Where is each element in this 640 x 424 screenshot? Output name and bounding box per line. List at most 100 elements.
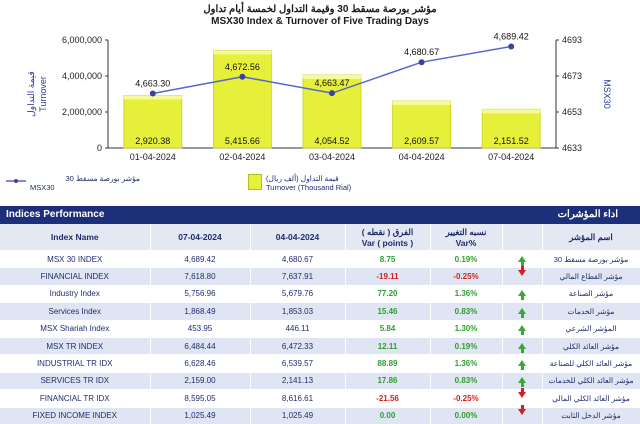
arrow-up-icon	[518, 377, 526, 388]
var-points: 77.20	[345, 284, 431, 303]
legend-bar-label-arabic: قيمة التداول (ألف ريال)	[266, 174, 339, 183]
bar	[481, 108, 541, 149]
col-date-1: 07-04-2024	[150, 224, 251, 251]
direction-cell	[502, 336, 543, 355]
index-name-arabic: المؤشر الشرعي	[542, 319, 640, 338]
y-left-tick-label: 6,000,000	[62, 35, 102, 45]
line-point	[239, 73, 246, 80]
var-percent: 1.30%	[430, 319, 503, 338]
y-left-title-arabic: قيمة التداول	[26, 71, 37, 117]
chart-title: MSX30 Index & Turnover of Five Trading D…	[211, 16, 429, 27]
value-date-2: 8,616.61	[250, 389, 346, 408]
col-index-name-arabic: اسم المؤشر	[542, 224, 640, 251]
col-pct-arabic: نسبه التغيير	[445, 226, 487, 237]
bar-value-label: 2,151.52	[494, 136, 529, 146]
legend-bar-label: Turnover (Thousand Rial)	[266, 183, 352, 192]
var-percent: -0.25%	[430, 267, 503, 286]
line-value-label: 4,689.42	[494, 31, 529, 41]
table-row: FIXED INCOME INDEX 1,025.49 1,025.49 0.00 0.…	[0, 405, 640, 424]
index-name-arabic: مؤشر العائد الكلي	[542, 336, 640, 355]
y-left-title: Turnover	[38, 76, 48, 112]
line-point	[508, 43, 515, 50]
index-name: Industry Index	[0, 284, 151, 303]
var-percent: -0.25%	[430, 389, 503, 408]
direction-cell	[502, 284, 543, 303]
index-name: Services Index	[0, 302, 151, 321]
value-date-1: 1,868.49	[150, 302, 251, 321]
col-var: الفرق ( نقطه ) Var ( points )	[345, 224, 431, 251]
bar-value-label: 4,054.52	[314, 136, 349, 146]
index-name-arabic: مؤشر الصناعة	[542, 284, 640, 303]
value-date-2: 1,853.03	[250, 302, 346, 321]
direction-cell	[502, 371, 543, 390]
arrow-down-icon	[518, 266, 526, 277]
index-name: FINANCIAL INDEX	[0, 267, 151, 286]
x-tick-label: 07-04-2024	[488, 152, 534, 162]
var-percent: 1.36%	[430, 354, 503, 373]
col-pct-english: Var%	[455, 237, 477, 248]
bar-value-label: 2,920.38	[135, 136, 170, 146]
value-date-2: 1,025.49	[250, 406, 346, 424]
value-date-2: 2,141.13	[250, 371, 346, 390]
value-date-2: 5,679.76	[250, 284, 346, 303]
table-row: Services Index 1,868.49 1,853.03 15.46 0.83%…	[0, 302, 640, 321]
bar-value-label: 2,609.57	[404, 136, 439, 146]
y-right-title: MSX30	[602, 79, 612, 109]
bar-highlight	[392, 101, 451, 106]
value-date-2: 446.11	[250, 319, 346, 338]
var-percent: 0.83%	[430, 371, 503, 390]
chart-area: مؤشر بورصة مسقط 30 وقيمة التداول لخمسة أ…	[0, 0, 640, 200]
table-row: FINANCIAL INDEX 7,618.80 7,637.91 -19.11 -0.…	[0, 266, 640, 286]
var-points: -19.11	[345, 267, 431, 286]
bar-highlight	[482, 109, 541, 114]
arrow-up-icon	[518, 360, 526, 371]
direction-cell	[502, 319, 543, 338]
col-index-name: Index Name	[0, 224, 151, 251]
y-left-tick-label: 4,000,000	[62, 71, 102, 81]
bar-value-label: 5,415.66	[225, 136, 260, 146]
col-var-arabic: الفرق ( نقطه )	[361, 226, 414, 237]
arrow-down-icon	[518, 405, 526, 416]
line-point	[329, 90, 335, 97]
table-row: MSX TR INDEX 6,484.44 6,472.33 12.11 0.19% مؤ…	[0, 336, 640, 355]
x-tick-label: 04-04-2024	[399, 152, 445, 162]
var-percent: 0.00%	[430, 406, 503, 424]
bar-highlight	[123, 95, 182, 100]
bar	[123, 95, 183, 149]
index-name-arabic: مؤشر العائد الكلي المالي	[542, 389, 640, 408]
value-date-1: 453.95	[150, 319, 251, 338]
var-points: 15.46	[345, 302, 431, 321]
direction-cell	[502, 405, 543, 424]
var-points: -21.56	[345, 389, 431, 408]
bar	[392, 100, 452, 149]
arrow-up-icon	[518, 342, 526, 353]
value-date-1: 6,484.44	[150, 336, 251, 355]
x-tick-label: 03-04-2024	[309, 152, 355, 162]
x-tick-label: 01-04-2024	[130, 152, 176, 162]
y-right-tick-label: 4673	[562, 71, 582, 81]
col-date-2: 04-04-2024	[250, 224, 346, 251]
var-percent: 0.19%	[430, 249, 503, 268]
table-row: SERVICES TR IDX 2,159.00 2,141.13 17.86 0.83…	[0, 371, 640, 390]
value-date-1: 2,159.00	[150, 371, 251, 390]
index-name: MSX Shariah Index	[0, 319, 151, 338]
col-direction	[502, 224, 543, 251]
perf-header: Indices Performance اداء المؤشرات	[0, 206, 640, 224]
legend-line-label: MSX30	[30, 183, 55, 192]
index-name: FINANCIAL TR IDX	[0, 389, 151, 408]
line-value-label: 4,672.56	[225, 62, 260, 72]
value-date-1: 1,025.49	[150, 406, 251, 424]
direction-cell	[502, 354, 543, 373]
arrow-up-icon	[518, 307, 526, 318]
value-date-1: 4,689.42	[150, 249, 251, 268]
value-date-2: 6,472.33	[250, 336, 346, 355]
var-points: 88.89	[345, 354, 431, 373]
arrow-down-icon	[518, 387, 526, 398]
bar-highlight	[303, 75, 361, 80]
var-points: 8.75	[345, 249, 431, 268]
arrow-up-icon	[518, 255, 526, 266]
indices-table: Index Name 07-04-2024 04-04-2024 الفرق (…	[0, 224, 640, 424]
x-tick-label: 02-04-2024	[219, 152, 265, 162]
line-value-label: 4,663.30	[135, 78, 170, 88]
indices-performance-panel: Indices Performance اداء المؤشرات Index …	[0, 206, 640, 424]
